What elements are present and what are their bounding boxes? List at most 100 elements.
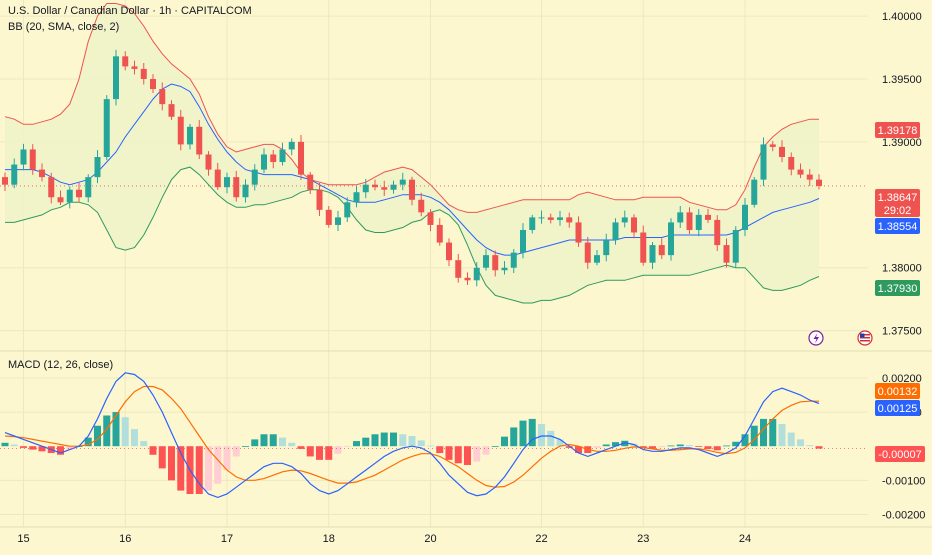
macd-histogram-bar: [353, 441, 360, 447]
macd-line: [4, 372, 820, 499]
candle-body: [159, 89, 166, 105]
macd-histogram-bar: [427, 445, 434, 447]
candle-body: [640, 232, 647, 263]
candle-body: [557, 217, 563, 220]
candle-body: [538, 217, 545, 219]
bb-basis-badge-text: 1.38554: [878, 221, 918, 233]
candle-body: [492, 255, 499, 271]
macd-histogram-bar: [29, 446, 37, 450]
bb-lower-badge: 1.37930: [875, 280, 920, 296]
candle-body: [483, 255, 489, 268]
candle-body: [455, 260, 462, 278]
candle-body: [307, 174, 314, 190]
bb-legend[interactable]: BB (20, SMA, close, 2): [8, 21, 120, 33]
macd-histogram-bar: [103, 415, 111, 447]
macd-histogram-bar: [565, 446, 573, 448]
candle-body: [714, 219, 721, 246]
macd-histogram-bar: [380, 432, 388, 447]
histogram-badge: -0.00007: [875, 446, 925, 462]
candle-body: [677, 212, 684, 223]
candle-body: [418, 199, 425, 213]
price-tick-label: 1.39500: [882, 74, 922, 86]
candle-body: [103, 99, 110, 157]
macd-histogram-bar: [797, 439, 804, 447]
candle-body: [270, 154, 277, 163]
candle-body: [520, 229, 526, 253]
candle-body: [298, 141, 304, 175]
histogram-badge-text: -0.00007: [878, 449, 921, 461]
macd-histogram-bar: [538, 424, 545, 447]
candle-body: [547, 217, 554, 220]
macd-histogram-bar: [112, 412, 120, 447]
time-tick-label: 17: [221, 533, 233, 545]
candle-body: [631, 217, 637, 233]
candle-body: [390, 184, 397, 190]
candle-body: [242, 184, 249, 198]
macd-histogram-bar: [121, 417, 129, 447]
macd-badge-text: 0.00125: [878, 403, 918, 415]
macd-histogram-bar: [251, 439, 259, 447]
candle-body: [205, 154, 212, 170]
candle-body: [603, 240, 610, 256]
macd-histogram-bar: [158, 446, 166, 469]
candle-body: [131, 66, 138, 69]
signal-line: [4, 385, 819, 488]
macd-legend[interactable]: MACD (12, 26, close): [8, 359, 114, 371]
candle-body: [529, 217, 536, 230]
macd-histogram-bar: [66, 446, 74, 450]
macd-histogram-bar: [436, 446, 444, 454]
candle-body: [48, 177, 55, 198]
macd-histogram-bar: [723, 445, 730, 447]
price-axis[interactable]: 1.40000 1.39500 1.39000 1.38000 1.37500: [882, 11, 922, 338]
macd-histogram-bar: [390, 432, 397, 447]
macd-histogram-bar: [362, 437, 370, 447]
time-tick-label: 20: [424, 533, 436, 545]
time-axis[interactable]: 15 16 17 18 20 22 23 24: [17, 533, 751, 545]
macd-histogram-bar: [223, 446, 231, 471]
macd-histogram-bar: [649, 446, 656, 449]
macd-histogram-bar: [750, 425, 758, 447]
time-tick-label: 16: [119, 533, 131, 545]
candle-body: [362, 184, 369, 193]
macd-histogram-bar: [787, 432, 795, 447]
macd-histogram-bar: [325, 446, 333, 460]
candle-body: [769, 144, 776, 147]
signal-badge-text: 0.00132: [878, 386, 918, 398]
candle-body: [113, 56, 119, 100]
macd-histogram-bar: [408, 435, 416, 447]
macd-histogram-bar: [260, 434, 268, 447]
candle-body: [233, 177, 240, 198]
time-tick-label: 18: [323, 533, 335, 545]
price-tick-label: 1.40000: [882, 11, 922, 23]
macd-tick-label: -0.00100: [882, 475, 925, 487]
macd-histogram-bar: [399, 434, 407, 447]
macd-histogram-bar: [371, 434, 379, 447]
lightning-icon[interactable]: [808, 330, 824, 346]
signal-badge: 0.00132: [875, 383, 920, 399]
macd-tick-label: 0.00200: [882, 373, 922, 385]
candle-body: [251, 169, 258, 185]
candle-body: [66, 189, 73, 203]
macd-histogram-bar: [686, 445, 693, 447]
macd-histogram-bar: [778, 424, 786, 447]
macd-histogram-bar: [713, 446, 721, 451]
macd-histogram-bar: [140, 441, 148, 447]
macd-histogram-bar: [232, 446, 240, 457]
us-flag-icon[interactable]: [857, 330, 873, 346]
candle-body: [584, 242, 591, 263]
symbol-title[interactable]: U.S. Dollar / Canadian Dollar · 1h · CAP…: [8, 5, 252, 17]
bb-basis-badge: 1.38554: [875, 218, 920, 234]
candle-body: [94, 156, 101, 178]
macd-histogram-bar: [205, 446, 212, 491]
macd-histogram-bar: [177, 446, 185, 491]
candle-body: [140, 68, 147, 79]
macd-histogram-bar: [528, 418, 536, 447]
candle-body: [122, 56, 129, 67]
macd-histogram-bar: [491, 446, 499, 448]
bb-lower-line: [5, 166, 820, 304]
candle-body: [168, 104, 175, 117]
candle-body: [288, 141, 295, 150]
macd-histogram-bar: [454, 446, 462, 464]
candle-body: [29, 149, 36, 170]
